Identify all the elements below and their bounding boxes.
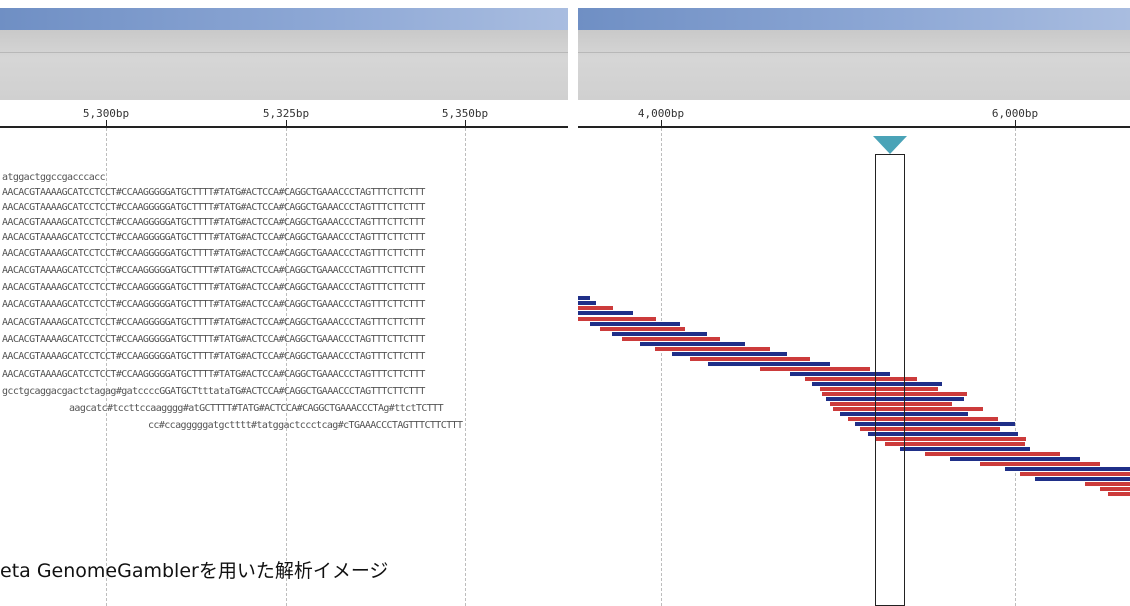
forward-read-bar <box>830 402 952 406</box>
forward-read-bar <box>925 452 1060 456</box>
forward-read-bar <box>876 437 1026 441</box>
forward-read-bar <box>820 387 938 391</box>
grid-line <box>661 128 662 606</box>
forward-read-bar <box>848 417 998 421</box>
sequence-row: aagcatc#tccttccaagggg#atGCTTTT#TATG#ACTC… <box>69 403 444 414</box>
ruler-tick-label: 4,000bp <box>637 107 685 120</box>
forward-read-bar <box>690 357 810 361</box>
forward-read-bar <box>655 347 770 351</box>
ruler-tick <box>286 120 287 126</box>
ruler-tick-label: 6,000bp <box>991 107 1039 120</box>
left-position-ruler: 5,300bp 5,325bp 5,350bp <box>0 100 568 128</box>
grid-line <box>106 128 107 606</box>
grid-line <box>1015 128 1016 606</box>
reverse-read-bar <box>868 432 1018 436</box>
panel-divider <box>568 0 578 606</box>
reverse-read-bar <box>855 422 1015 426</box>
reverse-read-bar <box>1035 477 1130 481</box>
forward-read-bar <box>1108 492 1130 496</box>
reverse-read-bar <box>708 362 830 366</box>
reverse-read-bar <box>950 457 1080 461</box>
forward-read-bar <box>1100 487 1130 491</box>
ruler-tick-label: 5,325bp <box>262 107 310 120</box>
sequence-row: AACACGTAAAAGCATCCTCCT#CCAAGGGGGATGCTTTT#… <box>2 282 425 293</box>
reverse-read-bar <box>590 322 680 326</box>
sequence-row: AACACGTAAAAGCATCCTCCT#CCAAGGGGGATGCTTTT#… <box>2 351 425 362</box>
reverse-read-bar <box>826 397 964 401</box>
figure-caption: eta GenomeGamblerを用いた解析イメージ <box>0 560 389 582</box>
left-title-bar <box>0 8 568 30</box>
reverse-read-bar <box>578 301 596 305</box>
reverse-read-bar <box>900 447 1030 451</box>
sequence-row: atggactggccgacccacc <box>2 172 106 183</box>
reverse-read-bar <box>672 352 787 356</box>
reverse-read-bar <box>790 372 890 376</box>
sequence-row: AACACGTAAAAGCATCCTCCT#CCAAGGGGGATGCTTTT#… <box>2 317 425 328</box>
position-marker-box[interactable] <box>875 154 905 606</box>
right-title-bar <box>578 8 1130 30</box>
sequence-detail-panel: 5,300bp 5,325bp 5,350bp atggactggccgaccc… <box>0 8 568 606</box>
forward-read-bar <box>860 427 1000 431</box>
grid-line <box>465 128 466 606</box>
forward-read-bar <box>1085 482 1130 486</box>
ruler-tick-label: 5,300bp <box>82 107 130 120</box>
sequence-row: cc#ccagggggatgctttt#tatggactccctcag#cTGA… <box>148 420 463 431</box>
triangle-down-icon[interactable] <box>873 136 907 154</box>
reverse-read-bar <box>578 311 633 315</box>
ruler-tick <box>106 120 107 126</box>
right-toolbar <box>578 30 1130 101</box>
forward-read-bar <box>1020 472 1130 476</box>
sequence-row: AACACGTAAAAGCATCCTCCT#CCAAGGGGGATGCTTTT#… <box>2 334 425 345</box>
forward-read-bar <box>578 317 656 321</box>
reverse-read-bar <box>612 332 707 336</box>
sequence-row: AACACGTAAAAGCATCCTCCT#CCAAGGGGGATGCTTTT#… <box>2 369 425 380</box>
reverse-read-bar <box>1005 467 1130 471</box>
forward-read-bar <box>980 462 1100 466</box>
sequence-row: AACACGTAAAAGCATCCTCCT#CCAAGGGGGATGCTTTT#… <box>2 202 425 213</box>
ruler-tick <box>1015 120 1016 126</box>
forward-read-bar <box>622 337 720 341</box>
sequence-row: AACACGTAAAAGCATCCTCCT#CCAAGGGGGATGCTTTT#… <box>2 217 425 228</box>
sequence-row: AACACGTAAAAGCATCCTCCT#CCAAGGGGGATGCTTTT#… <box>2 232 425 243</box>
reverse-read-bar <box>578 296 590 300</box>
sequence-row: AACACGTAAAAGCATCCTCCT#CCAAGGGGGATGCTTTT#… <box>2 265 425 276</box>
forward-read-bar <box>833 407 983 411</box>
ruler-tick-label: 5,350bp <box>441 107 489 120</box>
reverse-read-bar <box>812 382 942 386</box>
reverse-read-bar <box>640 342 745 346</box>
forward-read-bar <box>805 377 917 381</box>
ruler-tick <box>465 120 466 126</box>
left-toolbar <box>0 30 568 101</box>
forward-read-bar <box>578 306 613 310</box>
right-position-ruler: 4,000bp 6,000bp <box>578 100 1130 128</box>
forward-read-bar <box>885 442 1025 446</box>
forward-read-bar <box>760 367 870 371</box>
ruler-tick <box>661 120 662 126</box>
sequence-row: AACACGTAAAAGCATCCTCCT#CCAAGGGGGATGCTTTT#… <box>2 299 425 310</box>
forward-read-bar <box>822 392 967 396</box>
sequence-row: AACACGTAAAAGCATCCTCCT#CCAAGGGGGATGCTTTT#… <box>2 248 425 259</box>
grid-line <box>286 128 287 606</box>
forward-read-bar <box>600 327 685 331</box>
sequence-row: AACACGTAAAAGCATCCTCCT#CCAAGGGGGATGCTTTT#… <box>2 187 425 198</box>
sequence-row: gcctgcaggacgactctagag#gatccccGGATGCTttta… <box>2 386 425 397</box>
read-overview-panel: 4,000bp 6,000bp <box>578 0 1130 606</box>
